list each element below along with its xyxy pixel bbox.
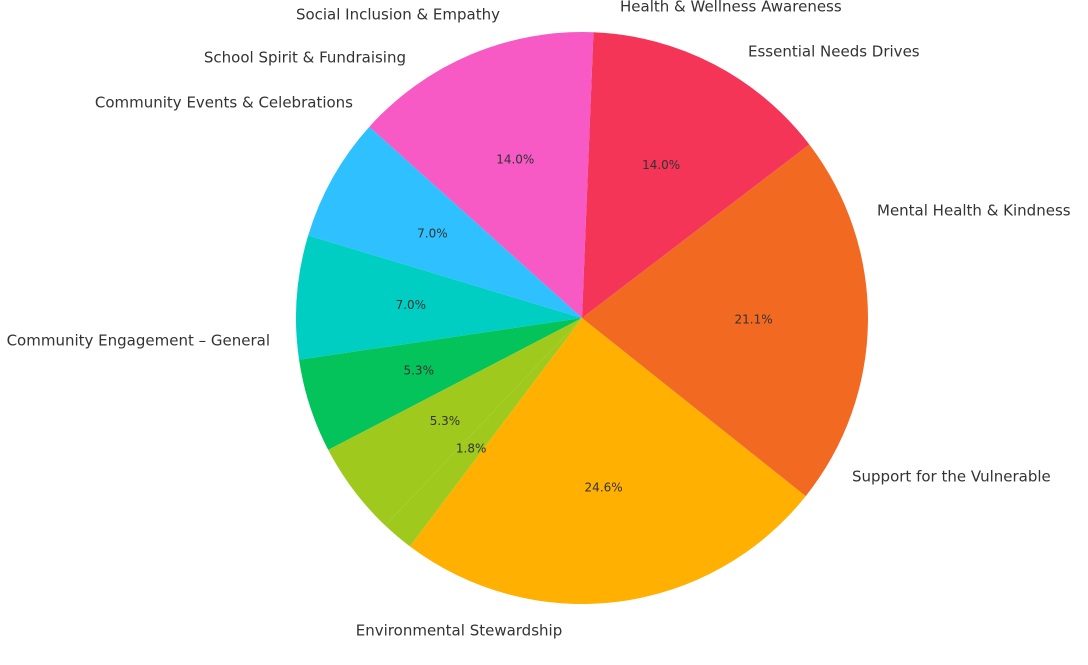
pie-category-label: Essential Needs Drives: [748, 43, 920, 61]
pie-slice: [385, 318, 582, 547]
pie-percent-label: 14.0%: [642, 158, 680, 172]
pie-slice: [369, 32, 594, 318]
pie-category-label: Environmental Stewardship: [356, 622, 562, 640]
pie-percent-label: 5.3%: [430, 414, 461, 428]
pie-percent-label: 24.6%: [585, 481, 623, 495]
pie-category-labels: Community Engagement – General Environmen…: [7, 0, 1071, 640]
pie-percent-label: 21.1%: [735, 312, 773, 326]
pie-percent-labels: 24.6% 21.1% 14.0% 14.0% 7.0% 7.0% 5.3% 5.3% 1.8%: [396, 152, 773, 494]
pie-percent-label: 14.0%: [496, 152, 534, 166]
pie-percent-label: 5.3%: [403, 363, 434, 377]
pie-slice: [299, 318, 582, 450]
pie-category-label: Community Engagement – General: [7, 332, 270, 350]
pie-slice: [409, 318, 806, 604]
pie-percent-label: 7.0%: [396, 298, 427, 312]
pie-category-label: School Spirit & Fundraising: [204, 49, 406, 67]
pie-percent-label: 7.0%: [417, 226, 448, 240]
pie-slice: [328, 318, 582, 526]
pie-slice: [295, 235, 582, 360]
pie-percent-label: 1.8%: [456, 441, 487, 455]
pie-slice: [582, 32, 810, 319]
pie-category-label: Community Events & Celebrations: [95, 94, 353, 112]
pie-slice: [582, 144, 868, 497]
pie-category-label: Health & Wellness Awareness: [620, 0, 842, 16]
pie-category-label: Mental Health & Kindness: [877, 202, 1071, 220]
pie-category-label: Social Inclusion & Empathy: [296, 6, 500, 24]
pie-slices: [295, 32, 868, 604]
pie-category-label: Support for the Vulnerable: [852, 468, 1051, 486]
pie-slice: [308, 126, 582, 319]
